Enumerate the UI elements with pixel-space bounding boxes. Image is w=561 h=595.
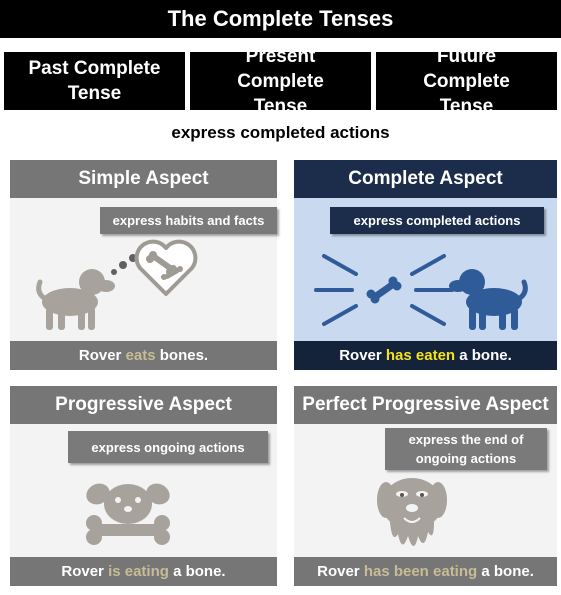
dog-icon bbox=[449, 269, 528, 330]
future-complete-tense-label: Future Complete Tense bbox=[423, 45, 510, 117]
sentence-subject: Rover bbox=[61, 563, 109, 580]
future-complete-tense-box: Future Complete Tense bbox=[376, 46, 557, 117]
sentence-object: a bone. bbox=[477, 563, 534, 580]
sentence-subject: Rover bbox=[317, 563, 364, 580]
dog-icon bbox=[36, 269, 115, 330]
complete-aspect-panel: Complete Aspect express completed action… bbox=[294, 160, 557, 370]
sentence-verb: has eaten bbox=[385, 347, 456, 364]
simple-aspect-heading: Simple Aspect bbox=[10, 160, 277, 198]
burst-lines-icon bbox=[314, 254, 454, 326]
sentence-subject: Rover bbox=[78, 347, 126, 364]
sentence-object: bones. bbox=[155, 347, 209, 364]
complete-aspect-sentence: Rover has eaten a bone. bbox=[294, 341, 557, 370]
sentence-subject: Rover bbox=[339, 347, 386, 364]
progressive-aspect-sentence: Rover is eating a bone. bbox=[10, 557, 277, 586]
perfect-progressive-aspect-sentence: Rover has been eating a bone. bbox=[294, 557, 557, 586]
simple-aspect-callout: express habits and facts bbox=[100, 207, 277, 234]
progressive-aspect-heading: Progressive Aspect bbox=[10, 386, 277, 424]
sentence-verb: has been eating bbox=[363, 563, 478, 580]
perfect-progressive-aspect-callout: express the end of ongoing actions bbox=[385, 428, 547, 470]
sentence-object: a bone. bbox=[455, 347, 512, 364]
dog-face-icon bbox=[86, 483, 170, 545]
drooling-dog-icon bbox=[377, 478, 447, 546]
complete-aspect-callout: express completed actions bbox=[330, 207, 544, 234]
present-complete-tense-box: Present Complete Tense bbox=[190, 46, 371, 117]
thought-bubble-icon bbox=[111, 254, 137, 275]
bone-icon bbox=[86, 515, 170, 545]
bone-icon bbox=[366, 276, 402, 304]
simple-aspect-panel: Simple Aspect express habits and facts bbox=[10, 160, 277, 370]
sentence-object: a bone. bbox=[168, 563, 226, 580]
progressive-aspect-callout: express ongoing actions bbox=[68, 431, 268, 463]
bone-icon bbox=[146, 251, 183, 280]
past-complete-tense-box: Past Complete Tense bbox=[4, 52, 185, 110]
simple-aspect-sentence: Rover eats bones. bbox=[10, 341, 277, 370]
sentence-verb: eats bbox=[125, 347, 156, 364]
complete-aspect-heading: Complete Aspect bbox=[294, 160, 557, 198]
present-complete-tense-label: Present Complete Tense bbox=[237, 45, 324, 117]
past-complete-tense-label: Past Complete Tense bbox=[28, 58, 161, 104]
subtitle: express completed actions bbox=[171, 123, 390, 142]
heart-icon bbox=[134, 239, 198, 296]
sentence-verb: is eating bbox=[108, 563, 169, 580]
perfect-progressive-aspect-heading: Perfect Progressive Aspect bbox=[294, 386, 557, 424]
perfect-progressive-aspect-panel: Perfect Progressive Aspect express the e… bbox=[294, 386, 557, 586]
page-title: The Complete Tenses bbox=[0, 0, 561, 38]
progressive-aspect-panel: Progressive Aspect express ongoing actio… bbox=[10, 386, 277, 586]
